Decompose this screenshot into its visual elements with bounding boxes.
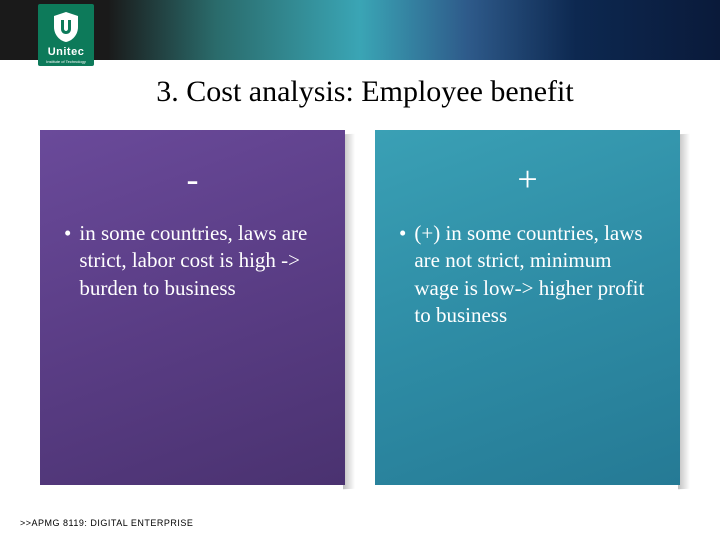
footer-text: >>APMG 8119: DIGITAL ENTERPRISE (20, 518, 193, 528)
positive-panel-header: + (399, 158, 656, 200)
logo-subtitle: Institute of Technology (46, 59, 86, 64)
bullet-item: • in some countries, laws are strict, la… (64, 220, 321, 302)
logo-brand-text: Unitec (48, 46, 85, 58)
negative-panel: - • in some countries, laws are strict, … (40, 130, 345, 485)
shield-icon (51, 10, 81, 44)
positive-panel: + • (+) in some countries, laws are not … (375, 130, 680, 485)
bullet-mark-icon: • (399, 220, 406, 247)
bullet-item: • (+) in some countries, laws are not st… (399, 220, 656, 329)
negative-panel-body: • in some countries, laws are strict, la… (64, 220, 321, 302)
bullet-mark-icon: • (64, 220, 71, 247)
slide-title: 3. Cost analysis: Employee benefit (50, 75, 680, 109)
negative-panel-header: - (64, 158, 321, 200)
positive-bullet-text: (+) in some countries, laws are not stri… (414, 220, 656, 329)
positive-panel-body: • (+) in some countries, laws are not st… (399, 220, 656, 329)
header-band (0, 0, 720, 60)
panels-container: - • in some countries, laws are strict, … (40, 130, 680, 485)
negative-bullet-text: in some countries, laws are strict, labo… (79, 220, 321, 302)
brand-logo: Unitec Institute of Technology (38, 4, 94, 66)
